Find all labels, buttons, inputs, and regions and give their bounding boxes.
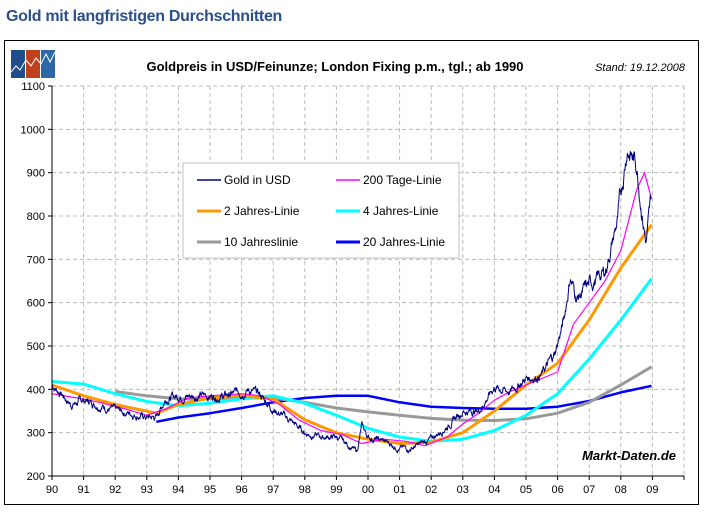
y-tick-label: 500 [27,341,45,353]
chart-frame [4,40,699,505]
x-tick-label: 02 [425,484,437,496]
series-line-10-jahreslinie [114,365,653,422]
legend-label: 20 Jahres-Linie [363,235,445,249]
y-tick-label: 300 [27,428,45,440]
x-tick-label: 96 [235,484,247,496]
x-tick-label: 05 [520,484,532,496]
legend: Gold in USD 200 Tage-Linie 2 Jahres-Linie 4… [182,162,460,259]
x-tick-label: 07 [583,484,595,496]
watermark: Markt-Daten.de [582,448,676,463]
legend-box [182,162,460,259]
x-tick-label: 93 [141,484,153,496]
series-line-4-jahres-linie [51,277,653,443]
x-tick-label: 04 [488,484,500,496]
x-tick-label: 09 [646,484,658,496]
page-heading: Gold mit langfristigen Durchschnitten [6,8,283,25]
x-tick-label: 95 [204,484,216,496]
date-note: Stand: 19.12.2008 [595,62,686,74]
x-tick-label: 00 [362,484,374,496]
y-tick-label: 800 [27,211,45,223]
x-tick-label: 97 [267,484,279,496]
x-tick-label: 01 [393,484,405,496]
y-tick-label: 900 [27,168,45,180]
x-tick-label: 92 [109,484,121,496]
x-tick-label: 03 [457,484,469,496]
legend-label: Gold in USD [224,173,291,187]
x-tick-label: 99 [330,484,342,496]
y-tick-label: 1100 [21,81,45,93]
x-tick-label: 90 [46,484,58,496]
y-tick-label: 400 [27,384,45,396]
legend-label: 200 Tage-Linie [363,173,442,187]
y-tick-label: 200 [27,471,45,483]
y-tick-label: 600 [27,298,45,310]
x-tick-label: 08 [615,484,627,496]
series-line-200-tage-linie [51,172,653,447]
series-line-20-jahres-linie [156,384,652,424]
logo [10,50,56,78]
x-tick-label: 91 [77,484,89,496]
series-line-gold-in-usd [51,150,652,454]
legend-label: 4 Jahres-Linie [363,204,439,218]
legend-label: 2 Jahres-Linie [224,204,300,218]
x-tick-label: 98 [299,484,311,496]
legend-label: 10 Jahreslinie [224,235,298,249]
y-tick-label: 700 [27,254,45,266]
x-tick-label: 94 [172,484,184,496]
y-tick-label: 1000 [21,124,45,136]
chart-title: Goldpreis in USD/Feinunze; London Fixing… [146,59,523,74]
x-tick-label: 06 [551,484,563,496]
